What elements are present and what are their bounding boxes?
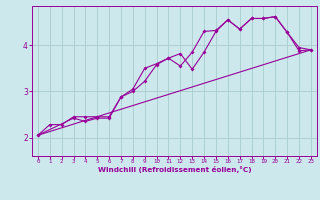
X-axis label: Windchill (Refroidissement éolien,°C): Windchill (Refroidissement éolien,°C) — [98, 166, 251, 173]
